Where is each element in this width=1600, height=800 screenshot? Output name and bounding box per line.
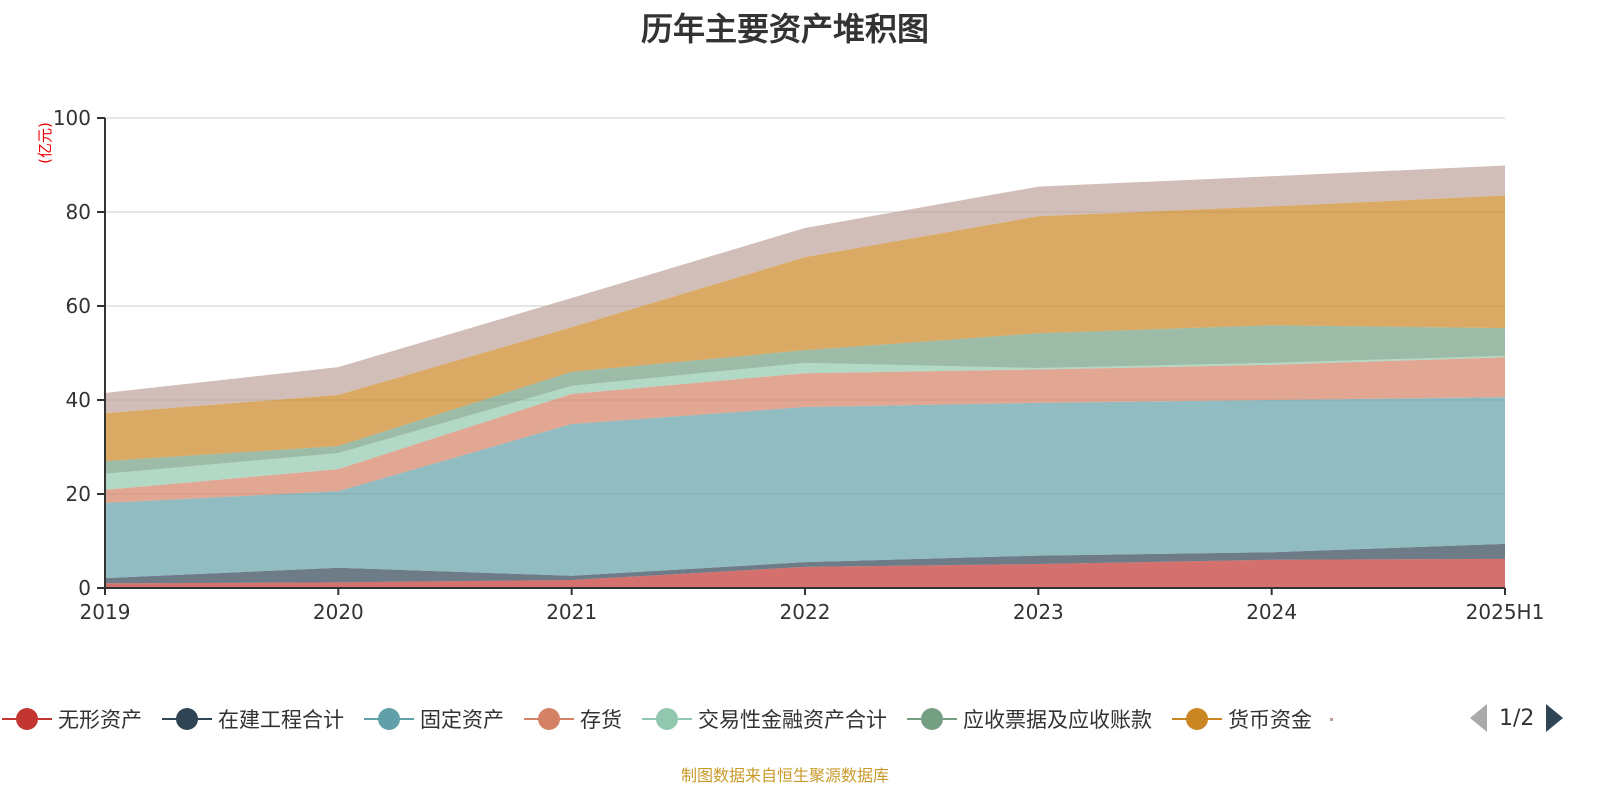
y-axis-unit-label: (亿元) [36, 122, 54, 164]
legend-item[interactable]: 货币资金 [1172, 704, 1312, 734]
legend-label: 存货 [580, 708, 622, 732]
stacked-area-chart: 0 20 40 60 80 100 2019 2020 2021 2022 2023 2024 2025… [36, 106, 1545, 624]
legend-next-page-icon[interactable] [1546, 704, 1564, 732]
legend-marker-icon [524, 704, 574, 734]
legend-label: 在建工程合计 [218, 708, 344, 732]
legend-marker-icon [162, 704, 212, 734]
legend-label: 交易性金融资产合计 [698, 708, 887, 732]
legend-label: 应收票据及应收账款 [963, 708, 1152, 732]
area-在建工程合计 [105, 543, 1505, 584]
x-tick-label: 2023 [1013, 600, 1064, 624]
y-tick-label: 60 [66, 294, 91, 318]
x-tick-label: 2021 [546, 600, 597, 624]
x-tick-label: 2024 [1246, 600, 1297, 624]
y-tick-label: 100 [53, 106, 91, 130]
area-固定资产 [105, 397, 1505, 579]
legend-label: 固定资产 [420, 708, 504, 732]
x-tick-label: 2022 [780, 600, 831, 624]
legend-prev-page-icon[interactable] [1470, 704, 1487, 732]
area-series [105, 165, 1505, 414]
legend-item[interactable]: 在建工程合计 [162, 704, 344, 734]
y-tick-label: 0 [78, 576, 91, 600]
x-tick-label: 2019 [80, 600, 131, 624]
legend-item[interactable]: 应收票据及应收账款 [907, 704, 1152, 734]
legend-item[interactable] [1330, 717, 1333, 721]
legend-page-indicator: 1/2 [1499, 705, 1535, 731]
y-tick-label: 40 [66, 388, 91, 412]
legend-marker-icon [364, 704, 414, 734]
legend-marker-icon [1330, 717, 1333, 721]
legend-marker-icon [1172, 704, 1222, 734]
legend-item[interactable]: 存货 [524, 704, 622, 734]
data-source-note: 制图数据来自恒生聚源数据库 [680, 766, 889, 785]
legend-label: 货币资金 [1228, 708, 1312, 732]
legend-item[interactable]: 无形资产 [2, 704, 142, 734]
y-tick-label: 80 [66, 200, 91, 224]
y-tick-label: 20 [66, 482, 91, 506]
legend: 无形资产 在建工程合计 固定资产 存货 交易性金融资产合计 应收票据及应收账款 货币资金 [2, 704, 1353, 734]
legend-item[interactable]: 交易性金融资产合计 [642, 704, 887, 734]
area-无形资产 [105, 558, 1505, 588]
legend-pager: 1/2 [1470, 704, 1564, 732]
legend-marker-icon [2, 704, 52, 734]
legend-marker-icon [907, 704, 957, 734]
area-存货 [105, 357, 1505, 503]
area-应收票据及应收账款 [105, 325, 1505, 474]
legend-label: 无形资产 [58, 708, 142, 732]
x-tick-label: 2025H1 [1466, 600, 1545, 624]
legend-item[interactable]: 固定资产 [364, 704, 504, 734]
area-交易性金融资产合计 [105, 355, 1505, 490]
x-tick-label: 2020 [313, 600, 364, 624]
legend-marker-icon [642, 704, 692, 734]
chart-title: 历年主要资产堆积图 [640, 10, 929, 48]
area-货币资金 [105, 195, 1505, 462]
